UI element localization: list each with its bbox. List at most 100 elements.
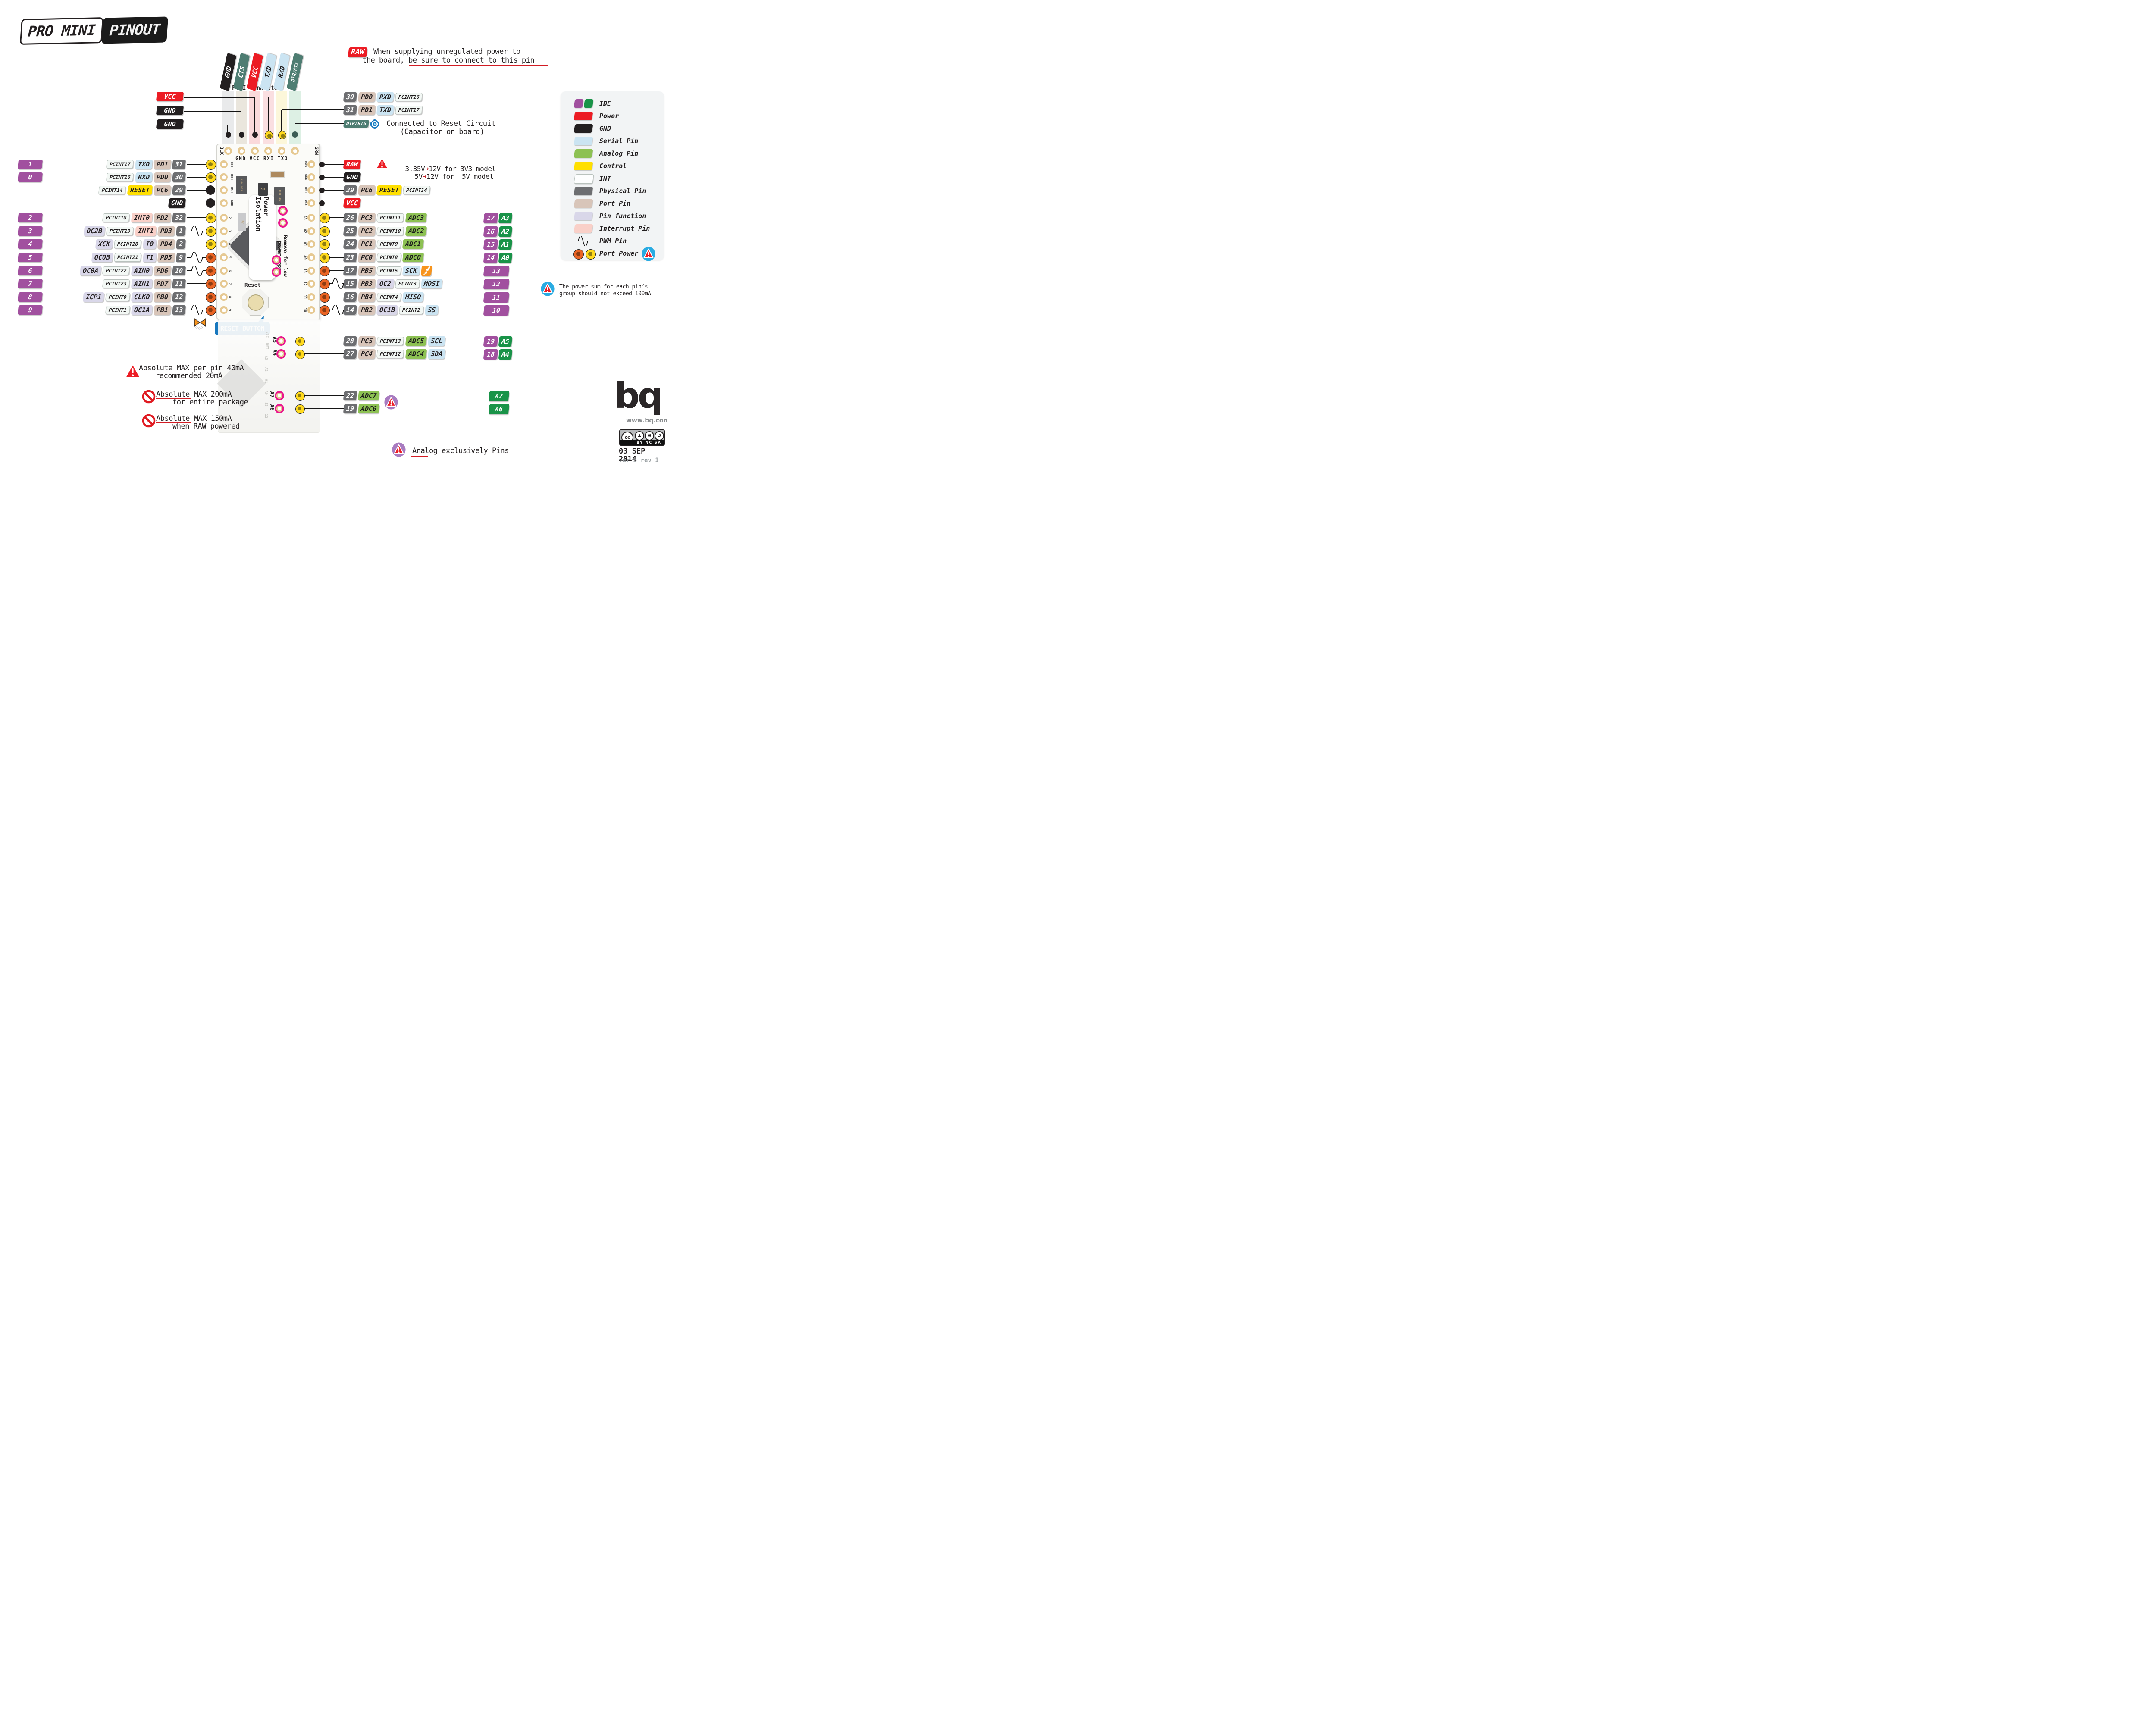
pin-hole: [320, 239, 330, 250]
pin-hole: [220, 160, 228, 168]
pin-row: 26 PC3 PCINT11 ADC3: [343, 212, 427, 223]
pin-hole: [278, 147, 285, 155]
pin-hole: [206, 305, 216, 316]
pin-hole: [252, 131, 258, 138]
bubble-line1: Power Isolation: [254, 197, 270, 232]
pin-hole: [292, 131, 298, 138]
voltage-from1: 3.35V: [405, 165, 425, 173]
pin-label: T0: [142, 239, 157, 249]
pin-hole: [224, 147, 232, 155]
pin-badge: 2: [17, 213, 43, 222]
pin-label: PC2: [357, 226, 376, 236]
pin-label: OC1B: [376, 305, 398, 315]
legend-item-label: Interrupt Pin: [599, 225, 650, 232]
pin-label: 2: [175, 239, 186, 249]
pin-row: 19 ADC6: [343, 403, 380, 414]
legend-item-label: IDE: [599, 100, 611, 107]
pin-label: PCINT2: [399, 306, 424, 314]
component-label: K85: [260, 188, 266, 191]
ghost-pin-label: RST: [265, 343, 270, 350]
pin-label: ADC4: [405, 349, 427, 359]
legend-item-label: PWM Pin: [599, 237, 627, 245]
arduino-pin-badge: A3: [498, 213, 513, 223]
board-component: K85: [258, 183, 268, 196]
connector-line: [187, 164, 206, 165]
pin-hole: [251, 147, 259, 155]
board-pin-label: 9: [228, 309, 232, 311]
note-line2: when RAW powered: [172, 422, 240, 431]
footer-date: 03 SEP 2014: [619, 447, 646, 463]
pin-hole: [278, 218, 288, 228]
note-underline: [156, 422, 191, 423]
pin-label: RXD: [135, 172, 153, 182]
pin-row: 23 PC0 PCINT8 ADC0: [343, 252, 424, 263]
voltage-from2: 5V: [414, 172, 423, 181]
board-pin-label: A2: [303, 229, 307, 233]
pin-hole: [206, 185, 215, 195]
legend-port-power-orange-icon: [573, 249, 584, 260]
pin-hole: [275, 404, 284, 413]
connector-line: [329, 283, 332, 284]
pin-label: 29: [172, 185, 186, 195]
pin-label: PC3: [357, 213, 376, 222]
component-label: PV: [241, 220, 244, 224]
connector-line: [187, 217, 206, 218]
legend-item-label: Port Pin: [599, 200, 631, 207]
voltage-note-line1: 3.35V➜12V for 3V3 model: [389, 157, 496, 181]
pin-hole: [278, 206, 288, 216]
connector-line: [295, 123, 344, 124]
ftdi-side-label: GND: [156, 119, 184, 129]
board-pin-label: A0: [303, 255, 307, 260]
pin-hole: [307, 280, 315, 288]
bq-url: www.bq.com: [626, 417, 667, 424]
pin-hole: [220, 214, 228, 222]
pin-label: TXD: [135, 160, 153, 169]
analog-pins-warning-icon: [392, 442, 408, 459]
ghost-pin-label: A3: [264, 356, 268, 360]
pin-hole: [295, 337, 305, 346]
pin-hole: [307, 306, 315, 314]
pin-label: 26: [343, 213, 357, 222]
connector-line: [187, 177, 206, 178]
pin-hole: [320, 305, 330, 316]
board-pin-label: RXI: [230, 174, 234, 181]
legend-port-power-yellow-icon: [586, 249, 596, 260]
pwm-wave-icon: [332, 305, 344, 315]
pin-label: ADC1: [402, 239, 424, 249]
note-line2: recommended 20mA: [155, 372, 222, 380]
pin-row: 17 PB5 PCINT5 SCK: [343, 265, 432, 276]
reset-circuit-eye-icon: [367, 117, 382, 131]
pin-row: RAW: [343, 159, 361, 170]
arduino-pin-badge: 16: [483, 226, 498, 237]
pin-hole: [319, 200, 325, 206]
pin-hole: [206, 226, 216, 237]
pin-label: 31: [172, 160, 186, 169]
analog-only-warning-icon: [384, 395, 398, 410]
arduino-pin-badge: A6: [488, 404, 510, 414]
pin-label: RAW: [343, 160, 361, 169]
arduino-pin-badge: A2: [498, 226, 513, 237]
pin-row: GND: [343, 172, 361, 183]
pin-hole: [320, 266, 330, 276]
connector-line: [227, 125, 228, 132]
pin-label: SDA: [427, 349, 445, 359]
board-pin-label: 2: [228, 216, 232, 219]
legend-item-label: Physical Pin: [599, 187, 646, 195]
pin-label: PC6: [153, 185, 172, 195]
pin-hole: [320, 253, 330, 263]
pin-hole: [320, 213, 330, 223]
pin-label: PCINT4: [376, 293, 401, 301]
pin-label: SCK: [402, 266, 420, 275]
pin-label: 29: [343, 185, 357, 195]
raw-note-underline: [409, 65, 548, 66]
pin-hole: [272, 267, 281, 277]
connector-line: [203, 257, 206, 258]
pin-label: ADC5: [405, 336, 427, 346]
arduino-pin-badge: 10: [483, 305, 510, 316]
pin-hole: [307, 173, 315, 181]
pin-label: 25: [343, 226, 357, 236]
note-line1: Absolute MAX per pin 40mA: [139, 364, 244, 372]
pin-label: T1: [142, 253, 157, 262]
pin-label: PCINT0: [105, 293, 130, 301]
arduino-pin-badge: 15: [483, 239, 498, 250]
